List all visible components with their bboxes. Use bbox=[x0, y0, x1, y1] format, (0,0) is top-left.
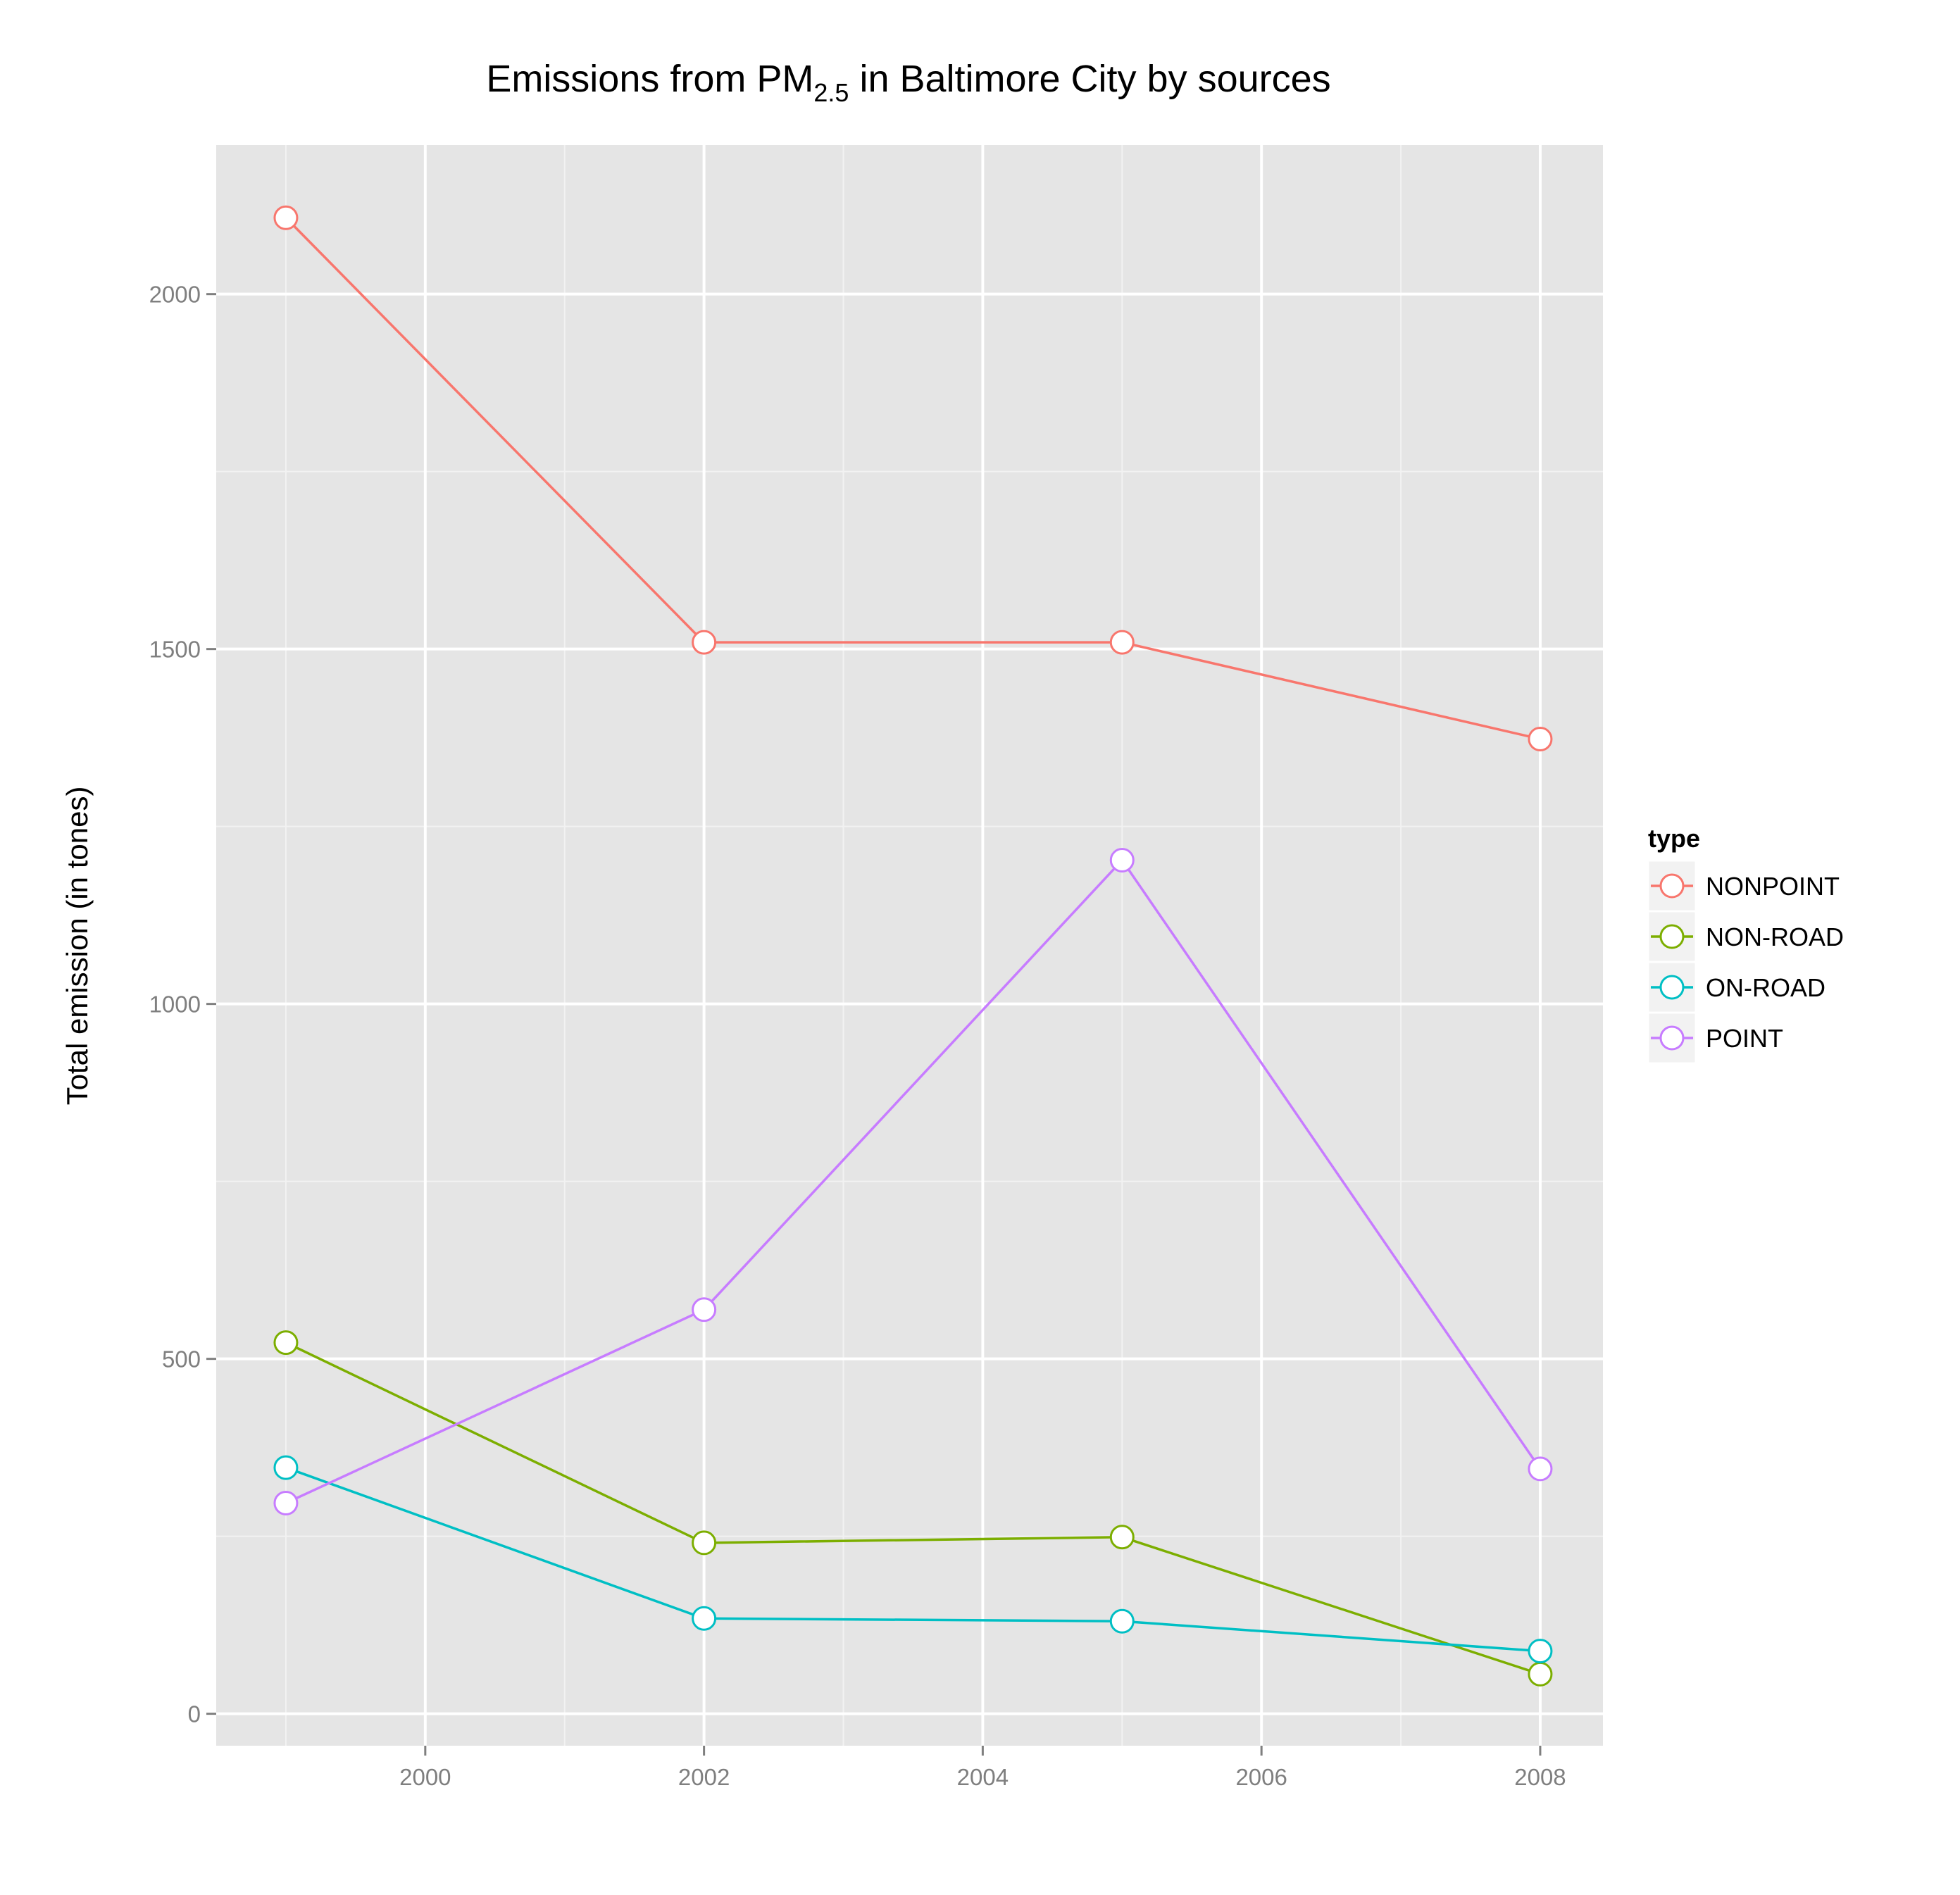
legend-key-marker bbox=[1659, 975, 1685, 1000]
data-point-non-road bbox=[1109, 1525, 1135, 1550]
series-line-non-road bbox=[285, 1341, 1541, 1676]
series-line-nonpoint bbox=[285, 216, 1541, 741]
x-axis: 2000 2002 2004 2006 2008 bbox=[399, 1746, 1566, 1790]
data-point-on-road bbox=[1528, 1639, 1553, 1664]
data-point-on-road bbox=[1109, 1608, 1135, 1634]
chart-title-suffix: in Baltimore City by sources bbox=[849, 58, 1330, 100]
plot-panel bbox=[216, 145, 1603, 1746]
data-point-nonpoint bbox=[1109, 630, 1135, 655]
data-point-point bbox=[692, 1297, 717, 1322]
y-axis-title: Total emission (in tones) bbox=[61, 787, 94, 1106]
y-tick-label: 500 bbox=[162, 1346, 201, 1372]
series-line-point bbox=[285, 858, 1542, 1505]
minor-gridlines bbox=[216, 145, 1603, 1746]
x-tick-label: 2002 bbox=[678, 1764, 730, 1790]
data-point-nonpoint bbox=[273, 205, 299, 230]
data-point-non-road bbox=[273, 1330, 299, 1356]
x-tick-label: 2004 bbox=[957, 1764, 1009, 1790]
data-point-point bbox=[273, 1490, 299, 1515]
data-point-nonpoint bbox=[692, 630, 717, 655]
series-lines bbox=[285, 216, 1542, 1676]
legend: type NONPOINT NON-ROAD ON-ROAD POINT bbox=[1647, 824, 1844, 1065]
data-point-nonpoint bbox=[1528, 726, 1553, 751]
series-line-on-road bbox=[285, 1466, 1541, 1653]
series-points bbox=[273, 205, 1553, 1687]
chart-title-prefix: Emissions from PM bbox=[486, 58, 813, 100]
y-tick-label: 1000 bbox=[149, 992, 201, 1018]
data-point-non-road bbox=[692, 1530, 717, 1556]
legend-label: NON-ROAD bbox=[1706, 923, 1844, 951]
y-tick-label: 0 bbox=[188, 1701, 201, 1727]
legend-key-marker bbox=[1659, 873, 1685, 899]
y-axis: 0 500 1000 1500 2000 bbox=[149, 282, 216, 1727]
legend-key-marker bbox=[1659, 924, 1685, 949]
x-tick-label: 2008 bbox=[1514, 1764, 1566, 1790]
y-tick-label: 1500 bbox=[149, 637, 201, 663]
data-point-on-road bbox=[273, 1455, 299, 1480]
legend-key-marker bbox=[1659, 1025, 1685, 1051]
legend-label: POINT bbox=[1706, 1024, 1783, 1053]
chart-title-subscript: 2.5 bbox=[813, 78, 849, 107]
data-point-on-road bbox=[692, 1606, 717, 1631]
y-tick-label: 2000 bbox=[149, 282, 201, 308]
legend-label: ON-ROAD bbox=[1706, 973, 1825, 1002]
data-point-non-road bbox=[1528, 1661, 1553, 1687]
legend-label: NONPOINT bbox=[1706, 872, 1840, 901]
chart-title: Emissions from PM2.5 in Baltimore City b… bbox=[486, 58, 1330, 107]
legend-title: type bbox=[1648, 824, 1700, 853]
x-tick-label: 2006 bbox=[1235, 1764, 1287, 1790]
x-tick-label: 2000 bbox=[399, 1764, 451, 1790]
data-point-point bbox=[1528, 1456, 1553, 1482]
data-point-point bbox=[1109, 848, 1135, 873]
